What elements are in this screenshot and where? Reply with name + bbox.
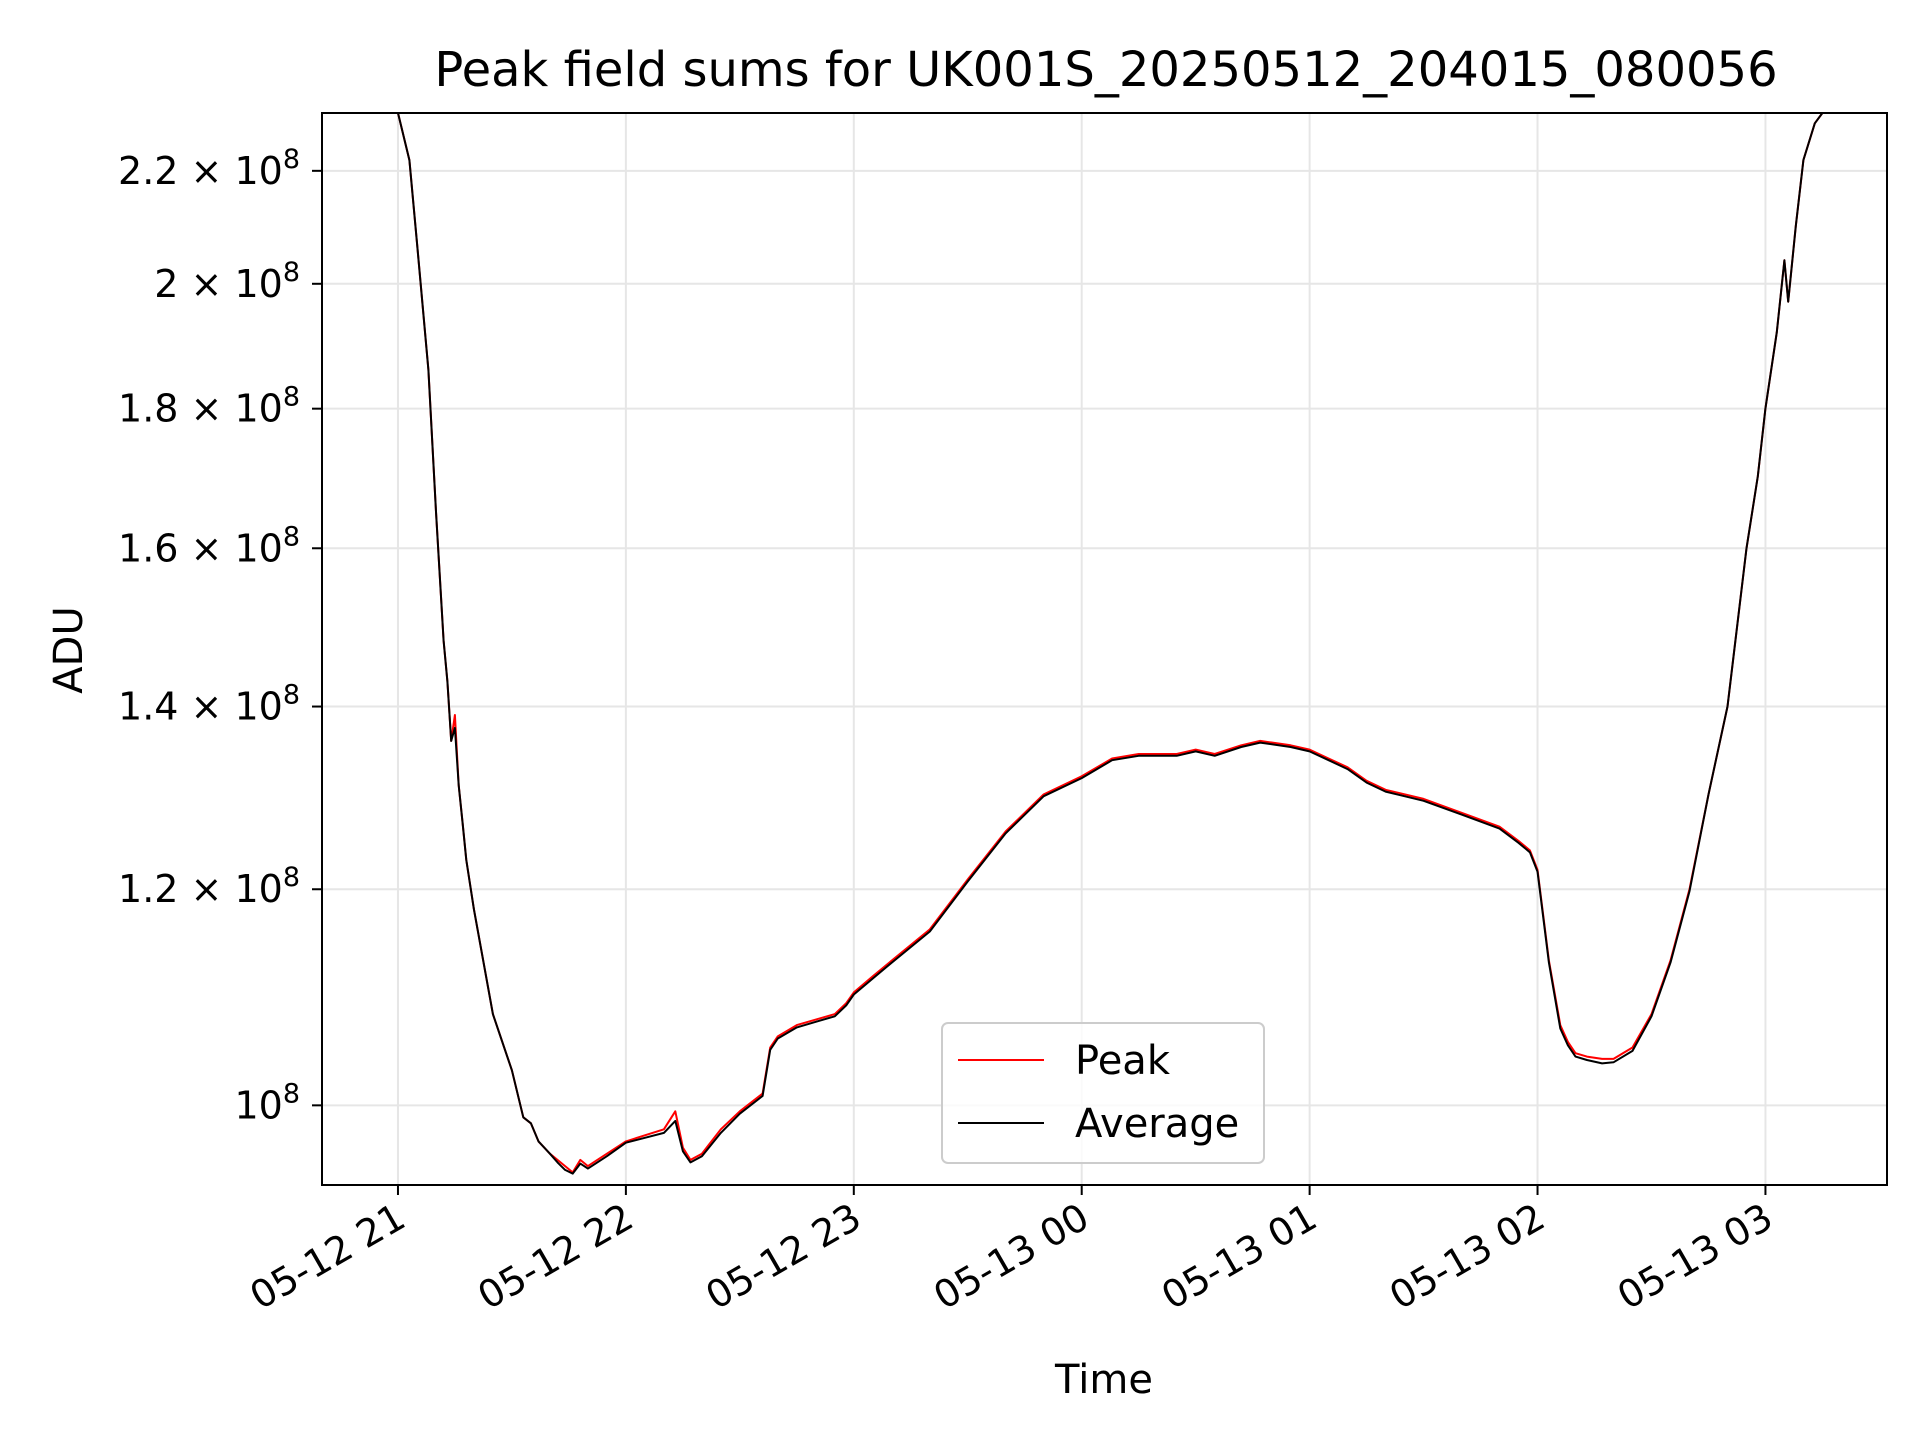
y-tick-label: 108 (234, 1078, 300, 1127)
legend-box (941, 1022, 1265, 1164)
y-tick-label: 1.2 × 108 (118, 862, 300, 911)
y-axis: 108 1.2 × 108 1.4 × 108 1.6 × 108 1.8 × 108 2… (118, 144, 322, 1127)
series-line-average (322, 113, 1887, 1175)
y-axis-label: ADU (46, 606, 92, 693)
y-tick-label: 1.4 × 108 (118, 680, 300, 729)
legend: Peak Average (941, 1022, 1265, 1164)
y-tick-label: 1.8 × 108 (118, 382, 300, 431)
y-tick-label: 1.6 × 108 (118, 521, 300, 570)
x-axis-label: Time (1054, 1357, 1153, 1403)
legend-label-average: Average (1075, 1101, 1239, 1147)
grid (322, 113, 1887, 1185)
y-tick-label: 2 × 108 (154, 257, 300, 306)
y-tick-label: 2.2 × 108 (118, 144, 300, 193)
series-layer (322, 113, 1887, 1175)
legend-label-peak: Peak (1075, 1038, 1171, 1084)
chart-title: Peak field sums for UK001S_20250512_2040… (434, 42, 1777, 98)
plot-frame (321, 112, 1888, 1186)
